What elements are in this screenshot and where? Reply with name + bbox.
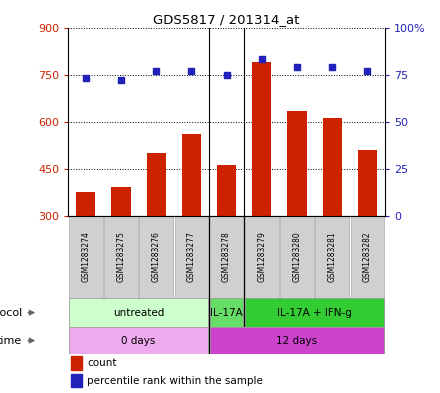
Point bbox=[117, 77, 125, 83]
Text: untreated: untreated bbox=[113, 308, 164, 318]
Point bbox=[188, 68, 195, 74]
Bar bbox=[287, 110, 307, 216]
Text: GSM1283282: GSM1283282 bbox=[363, 231, 372, 282]
Bar bbox=[71, 374, 82, 387]
Text: percentile rank within the sample: percentile rank within the sample bbox=[87, 376, 263, 386]
Bar bbox=[69, 216, 103, 298]
Bar bbox=[69, 327, 208, 354]
Bar bbox=[104, 216, 138, 298]
Bar bbox=[280, 216, 314, 298]
Bar bbox=[182, 134, 201, 216]
Bar bbox=[245, 216, 279, 298]
Text: GSM1283278: GSM1283278 bbox=[222, 231, 231, 282]
Point bbox=[258, 56, 265, 62]
Bar bbox=[71, 356, 82, 370]
Bar bbox=[245, 298, 384, 327]
Bar bbox=[147, 153, 166, 216]
Bar bbox=[210, 298, 243, 327]
Bar bbox=[217, 165, 236, 216]
Bar bbox=[210, 327, 384, 354]
Text: GSM1283280: GSM1283280 bbox=[293, 231, 301, 282]
Text: GSM1283274: GSM1283274 bbox=[81, 231, 90, 282]
Bar bbox=[69, 298, 208, 327]
Text: time: time bbox=[0, 336, 22, 345]
Bar bbox=[175, 216, 208, 298]
Bar bbox=[76, 192, 95, 216]
Bar bbox=[351, 216, 384, 298]
Bar bbox=[358, 150, 377, 216]
Point bbox=[293, 64, 301, 70]
Bar bbox=[323, 118, 342, 216]
Text: IL-17A + IFN-g: IL-17A + IFN-g bbox=[277, 308, 352, 318]
Bar bbox=[139, 216, 173, 298]
Point bbox=[329, 64, 336, 70]
Point bbox=[153, 68, 160, 74]
Text: IL-17A: IL-17A bbox=[210, 308, 243, 318]
Text: 12 days: 12 days bbox=[276, 336, 318, 345]
Bar bbox=[111, 187, 131, 216]
Bar bbox=[210, 216, 243, 298]
Bar bbox=[252, 62, 271, 216]
Bar bbox=[315, 216, 349, 298]
Text: protocol: protocol bbox=[0, 308, 22, 318]
Point bbox=[364, 68, 371, 74]
Text: GSM1283279: GSM1283279 bbox=[257, 231, 266, 282]
Point bbox=[82, 75, 89, 81]
Text: GSM1283281: GSM1283281 bbox=[328, 231, 337, 282]
Text: GSM1283275: GSM1283275 bbox=[117, 231, 125, 282]
Text: count: count bbox=[87, 358, 117, 368]
Point bbox=[223, 72, 230, 78]
Text: 0 days: 0 days bbox=[121, 336, 156, 345]
Title: GDS5817 / 201314_at: GDS5817 / 201314_at bbox=[154, 13, 300, 26]
Text: GSM1283277: GSM1283277 bbox=[187, 231, 196, 282]
Text: GSM1283276: GSM1283276 bbox=[152, 231, 161, 282]
